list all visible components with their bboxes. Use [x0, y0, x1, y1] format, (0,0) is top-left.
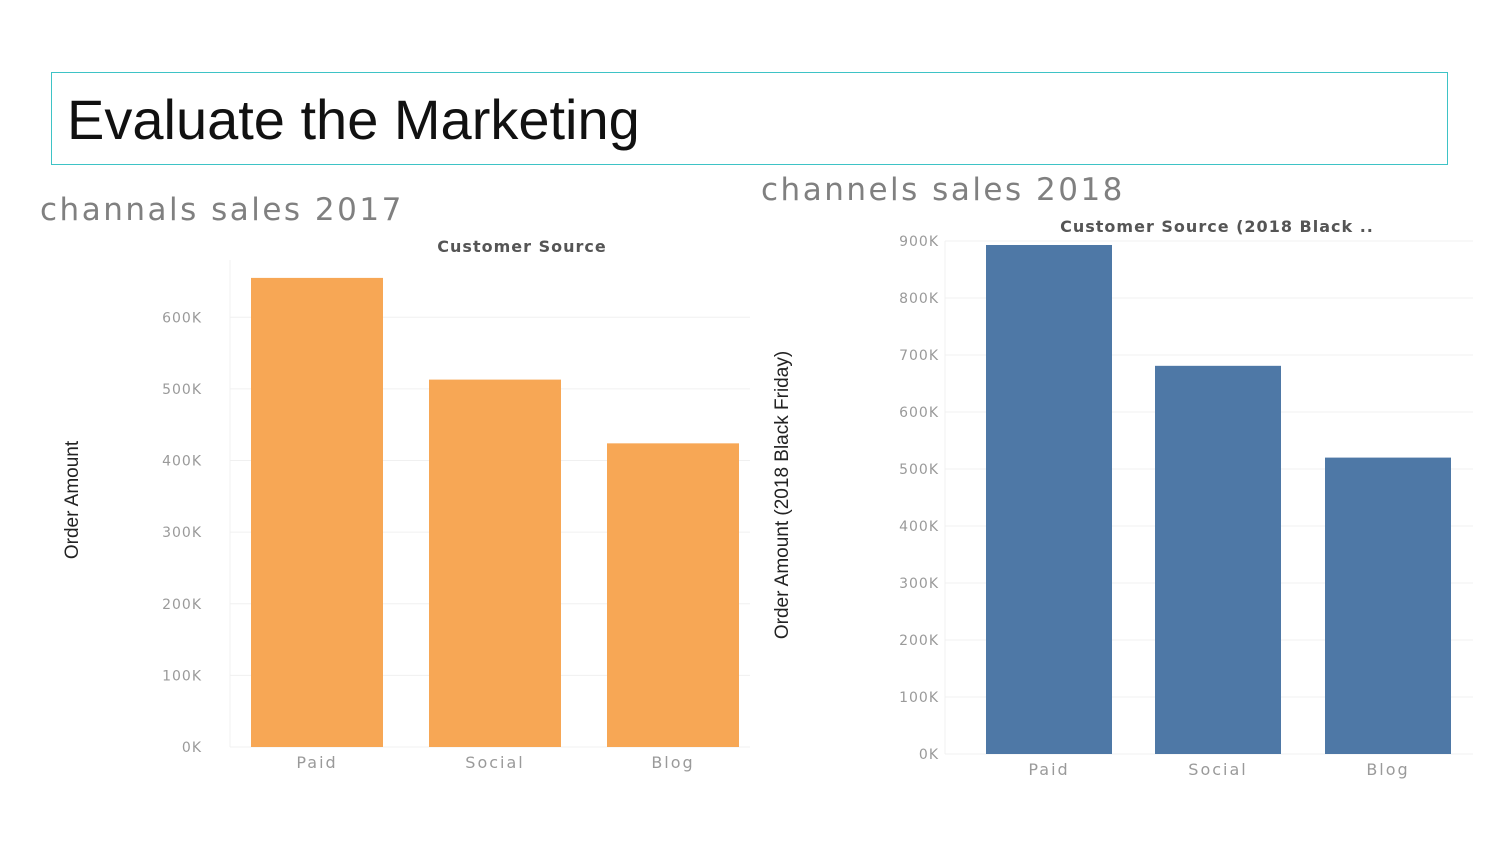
- y-tick-label: 0K: [919, 747, 939, 763]
- y-tick-label: 500K: [899, 462, 939, 478]
- bar-paid: [251, 277, 383, 747]
- bar-social: [429, 379, 561, 747]
- x-category-label: Social: [465, 753, 524, 772]
- y-tick-label: 0K: [182, 740, 202, 756]
- slide-title-box: Evaluate the Marketing: [51, 72, 1448, 165]
- y-tick-label: 400K: [162, 454, 202, 470]
- x-category-label: Blog: [651, 753, 694, 772]
- chart-2018: channels sales 2018 Customer Source (2018…: [755, 165, 1485, 790]
- bar-blog: [1325, 457, 1451, 754]
- x-category-label: Paid: [1028, 760, 1069, 779]
- bar-social: [1155, 365, 1281, 754]
- y-tick-label: 500K: [162, 382, 202, 398]
- chart-subtitle: Customer Source (2018 Black ..: [1060, 217, 1374, 236]
- y-tick-label: 300K: [162, 525, 202, 541]
- x-category-label: Paid: [296, 753, 337, 772]
- y-tick-label: 800K: [899, 291, 939, 307]
- chart-2018-svg: channels sales 2018 Customer Source (2018…: [761, 172, 1473, 779]
- slide-title: Evaluate the Marketing: [67, 88, 640, 151]
- chart-2017-svg: channals sales 2017 Customer Source 0K 100K…: [40, 192, 750, 772]
- y-tick-label: 100K: [899, 690, 939, 706]
- y-axis-label: Order Amount (2018 Black Friday): [772, 351, 793, 639]
- chart-title: channels sales 2018: [761, 172, 1125, 208]
- y-tick-label: 900K: [899, 234, 939, 250]
- y-tick-label: 600K: [162, 310, 202, 326]
- y-tick-label: 200K: [162, 597, 202, 613]
- y-tick-label: 100K: [162, 668, 202, 684]
- y-tick-label: 700K: [899, 348, 939, 364]
- x-category-label: Social: [1188, 760, 1247, 779]
- chart-title: channals sales 2017: [40, 192, 404, 228]
- y-tick-label: 200K: [899, 633, 939, 649]
- y-tick-label: 300K: [899, 576, 939, 592]
- y-tick-label: 600K: [899, 405, 939, 421]
- chart-subtitle: Customer Source: [437, 237, 606, 256]
- y-axis-label: Order Amount: [62, 440, 83, 559]
- chart-2017: channals sales 2017 Customer Source 0K 100K…: [30, 180, 760, 790]
- bar-paid: [986, 244, 1112, 754]
- x-category-label: Blog: [1366, 760, 1409, 779]
- y-tick-label: 400K: [899, 519, 939, 535]
- bar-blog: [607, 443, 739, 747]
